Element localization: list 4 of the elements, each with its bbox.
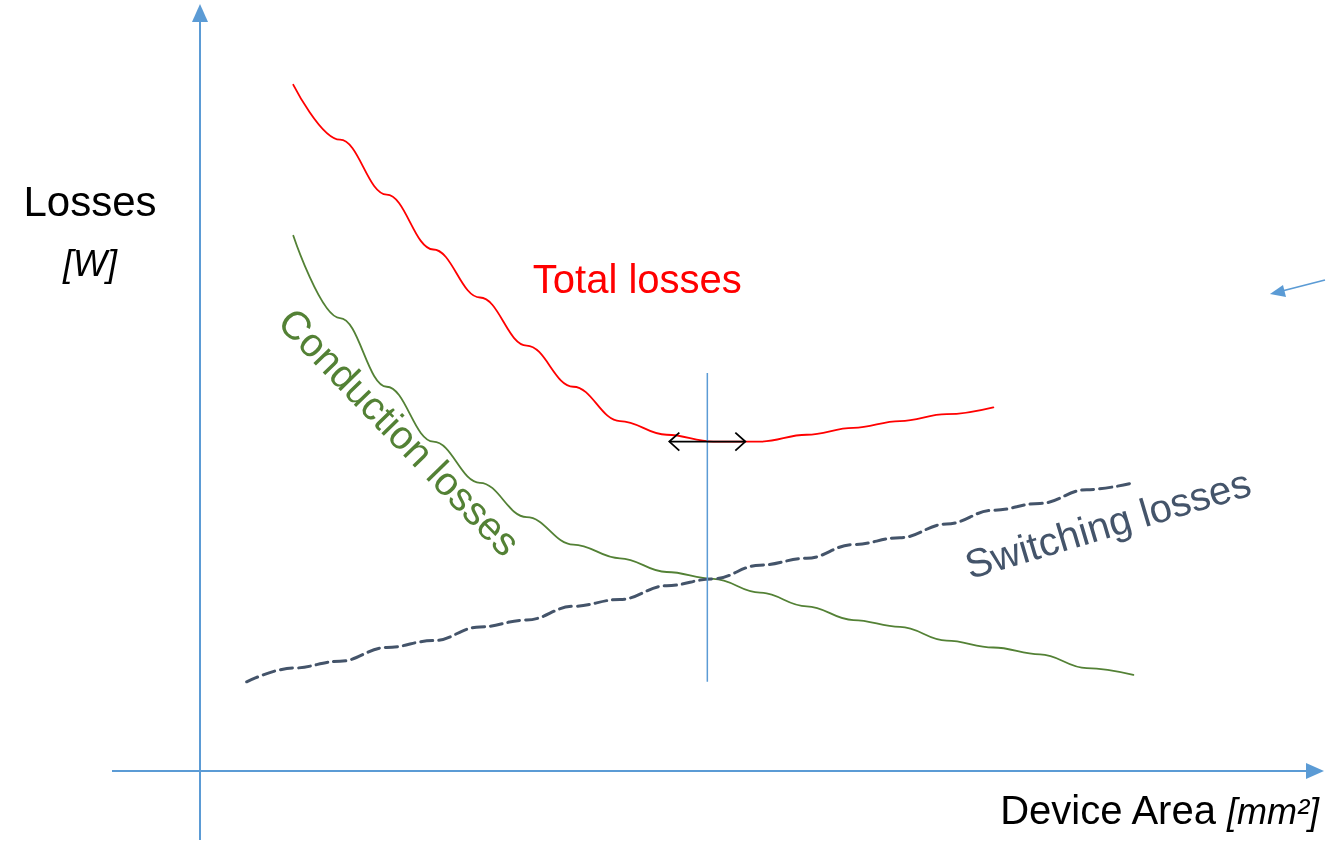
y-axis-title: Losses [W] xyxy=(22,177,158,287)
series-label: Total losses xyxy=(532,256,742,301)
x-axis-title: Device Area [mm²] xyxy=(1000,788,1319,833)
text: Switching losses xyxy=(959,460,1256,588)
